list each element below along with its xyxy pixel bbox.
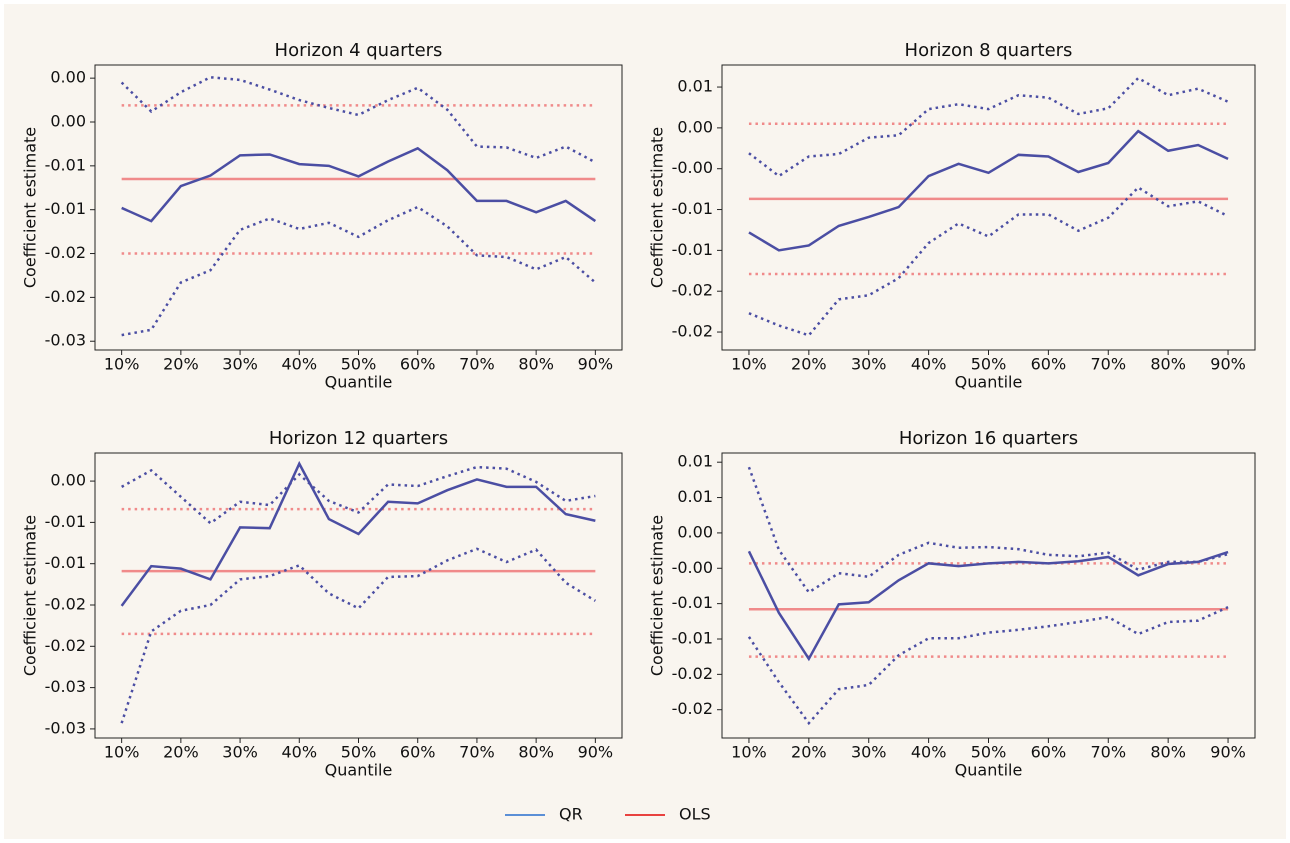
x-tick-label: 70% [1090, 743, 1126, 762]
x-tick-label: 20% [791, 743, 827, 762]
x-tick-label: 90% [1210, 743, 1246, 762]
x-tick-label: 40% [911, 743, 947, 762]
y-tick-label: -0.02 [45, 243, 86, 262]
y-tick-label: -0.02 [672, 281, 713, 300]
x-tick-label: 60% [1031, 743, 1067, 762]
y-tick-label: -0.02 [672, 699, 713, 718]
qr-band-line [120, 76, 596, 164]
y-tick-label: -0.01 [45, 155, 86, 174]
y-axis-label: Coefficient estimate [648, 127, 667, 288]
y-tick-label: 0.00 [50, 471, 86, 490]
plot-frame [721, 64, 1256, 351]
y-tick-label: 0.01 [677, 452, 713, 471]
qr-band-line [121, 205, 597, 337]
y-axis-label: Coefficient estimate [648, 515, 667, 676]
qr-line [121, 146, 597, 223]
x-tick-label: 50% [971, 743, 1007, 762]
legend-label: OLS [679, 805, 711, 824]
x-axis-label: Quantile [955, 761, 1023, 780]
x-tick-label: 30% [222, 743, 258, 762]
x-tick-label: 50% [341, 743, 377, 762]
chart-title: Horizon 16 quarters [899, 428, 1078, 449]
y-tick-label: -0.02 [45, 636, 86, 655]
plot-area [722, 65, 1255, 350]
y-tick-label: 0.00 [50, 112, 86, 131]
plot-frame [94, 452, 623, 739]
x-tick-label: 20% [163, 355, 199, 374]
x-tick-label: 20% [163, 743, 199, 762]
x-axis-label: Quantile [325, 761, 393, 780]
x-tick-label: 70% [1090, 355, 1126, 374]
y-tick-label: 0.00 [50, 68, 86, 87]
y-tick-label: 0.01 [677, 77, 713, 96]
qr-band-line [748, 76, 1229, 178]
qr-line [120, 460, 596, 607]
y-tick-label: -0.00 [672, 558, 713, 577]
x-tick-label: 80% [518, 355, 554, 374]
y-tick-label: -0.01 [672, 593, 713, 612]
x-tick-label: 10% [104, 743, 140, 762]
x-tick-label: 70% [459, 355, 495, 374]
y-axis-label: Coefficient estimate [21, 127, 40, 288]
x-tick-label: 50% [971, 355, 1007, 374]
y-tick-label: -0.01 [45, 199, 86, 218]
x-tick-label: 30% [851, 355, 887, 374]
y-tick-label: -0.03 [45, 331, 86, 350]
x-tick-label: 80% [1150, 743, 1186, 762]
x-tick-label: 10% [731, 355, 767, 374]
y-axis-label: Coefficient estimate [21, 515, 40, 676]
qr-band-line [121, 465, 596, 525]
x-tick-label: 20% [791, 355, 827, 374]
y-tick-label: -0.01 [672, 628, 713, 647]
y-tick-label: -0.01 [672, 199, 713, 218]
y-tick-label: 0.01 [677, 487, 713, 506]
plot-frame [721, 452, 1256, 739]
x-tick-label: 40% [911, 355, 947, 374]
x-tick-label: 90% [578, 743, 614, 762]
chart-title: Horizon 8 quarters [905, 40, 1073, 61]
plot-area [95, 65, 622, 350]
y-tick-label: -0.02 [45, 595, 86, 614]
plot-area [95, 453, 622, 738]
y-tick-label: -0.01 [45, 553, 86, 572]
x-tick-label: 30% [851, 743, 887, 762]
plot-area [722, 453, 1255, 738]
x-tick-label: 80% [1150, 355, 1186, 374]
x-tick-label: 30% [222, 355, 258, 374]
chart-title: Horizon 12 quarters [269, 428, 448, 449]
x-tick-label: 60% [400, 743, 436, 762]
x-axis-label: Quantile [955, 373, 1023, 392]
x-tick-label: 40% [282, 355, 318, 374]
qr-line [747, 550, 1229, 662]
x-tick-label: 80% [518, 743, 554, 762]
x-tick-label: 40% [282, 743, 318, 762]
x-tick-label: 10% [731, 743, 767, 762]
y-tick-label: -0.02 [45, 287, 86, 306]
x-tick-label: 90% [578, 355, 614, 374]
plot-frame [94, 64, 623, 351]
qr-band-line [747, 466, 1229, 595]
y-tick-label: -0.00 [672, 158, 713, 177]
y-tick-label: -0.02 [672, 664, 713, 683]
legend-label: QR [559, 805, 583, 824]
qr-line [748, 129, 1229, 252]
x-tick-label: 60% [400, 355, 436, 374]
x-tick-label: 60% [1031, 355, 1067, 374]
y-tick-label: -0.01 [45, 512, 86, 531]
y-tick-label: 0.00 [677, 522, 713, 541]
x-tick-label: 10% [104, 355, 140, 374]
y-tick-label: -0.03 [45, 677, 86, 696]
x-tick-label: 50% [341, 355, 377, 374]
y-tick-label: -0.02 [672, 322, 713, 341]
y-tick-label: 0.00 [677, 117, 713, 136]
y-tick-label: -0.03 [45, 718, 86, 737]
x-tick-label: 70% [459, 743, 495, 762]
x-axis-label: Quantile [325, 373, 393, 392]
x-tick-label: 90% [1210, 355, 1246, 374]
y-tick-label: -0.01 [672, 240, 713, 259]
chart-title: Horizon 4 quarters [275, 40, 443, 61]
